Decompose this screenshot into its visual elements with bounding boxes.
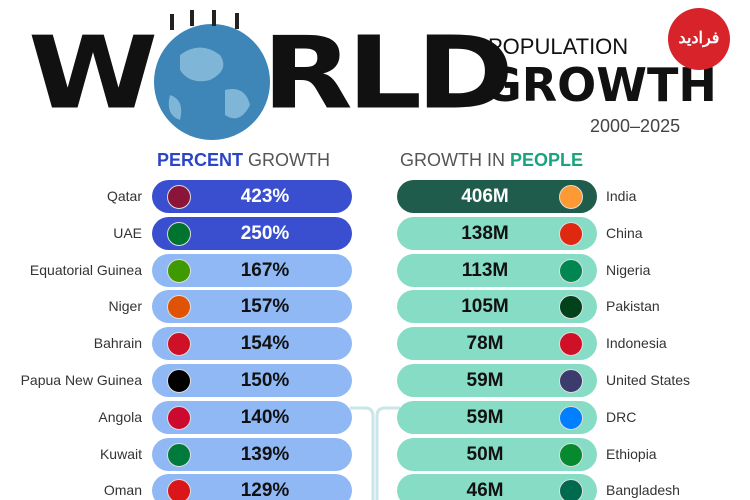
country-label: Ethiopia — [606, 445, 657, 462]
country-label: Kuwait — [99, 445, 142, 462]
country-label: Bahrain — [93, 335, 142, 352]
people-value: 46M — [466, 480, 504, 500]
flag — [559, 332, 583, 357]
country-label: Nigeria — [606, 261, 651, 278]
people-value: 406M — [461, 186, 509, 207]
people-value: 138M — [461, 222, 509, 244]
heading-part: GROWTH — [248, 150, 331, 170]
flag — [559, 369, 583, 393]
country-label: UAE — [113, 224, 142, 241]
flag — [167, 369, 191, 393]
flag — [167, 332, 191, 357]
logo: فرادید — [668, 8, 730, 70]
flag — [559, 442, 583, 467]
flag — [559, 295, 583, 320]
country-label: Qatar — [106, 188, 142, 204]
percent-value: 167% — [240, 259, 290, 281]
flag — [559, 185, 583, 209]
flag — [167, 405, 191, 430]
people-value: 59M — [466, 370, 504, 391]
flag — [559, 258, 583, 283]
percent-value: 139% — [240, 443, 290, 465]
country-label: Papua New Guinea — [20, 372, 142, 388]
people-value: 50M — [466, 443, 504, 465]
country-label: Pakistan — [606, 298, 660, 315]
people-value: 59M — [466, 406, 504, 428]
country-label: Niger — [108, 298, 142, 315]
flag — [167, 258, 191, 283]
country-label: Equatorial Guinea — [29, 261, 142, 278]
country-label: Oman — [103, 482, 142, 499]
flag — [167, 185, 191, 209]
flag — [167, 221, 191, 246]
left-heading: PERCENT GROWTH — [157, 150, 330, 171]
subtitle-main: GROWTH — [484, 58, 717, 112]
country-label: China — [606, 224, 643, 241]
people-value: 113M — [461, 259, 509, 281]
title-part: W — [28, 14, 158, 132]
percent-value: 140% — [240, 406, 290, 428]
flag — [559, 221, 583, 246]
people-value: 78M — [466, 333, 504, 355]
people-value: 105M — [461, 296, 509, 318]
subtitle-top: POPULATION — [488, 34, 629, 59]
flag — [559, 479, 583, 500]
country-label: United States — [606, 372, 691, 388]
country-label: DRC — [606, 408, 637, 425]
percent-value: 129% — [240, 480, 290, 500]
percent-value: 154% — [240, 333, 290, 355]
percent-value: 250% — [240, 222, 290, 244]
period: 2000–2025 — [590, 116, 681, 136]
flag — [559, 405, 583, 430]
percent-value: 157% — [240, 296, 290, 318]
country-label: Indonesia — [606, 335, 667, 352]
country-label: Bangladesh — [606, 482, 680, 499]
heading-part: PERCENT — [157, 150, 244, 170]
percent-value: 150% — [240, 370, 290, 391]
globe — [154, 10, 270, 140]
flag — [167, 295, 191, 320]
title-part: RLD — [262, 14, 514, 132]
right-heading: GROWTH IN PEOPLE — [400, 150, 583, 171]
percent-value: 423% — [240, 186, 290, 207]
country-label: Angola — [98, 408, 142, 425]
country-label: India — [606, 188, 637, 204]
heading-part: GROWTH IN — [400, 150, 505, 170]
connector — [350, 406, 400, 500]
flag — [167, 442, 191, 467]
heading-part: PEOPLE — [510, 150, 584, 170]
flag — [167, 479, 191, 500]
